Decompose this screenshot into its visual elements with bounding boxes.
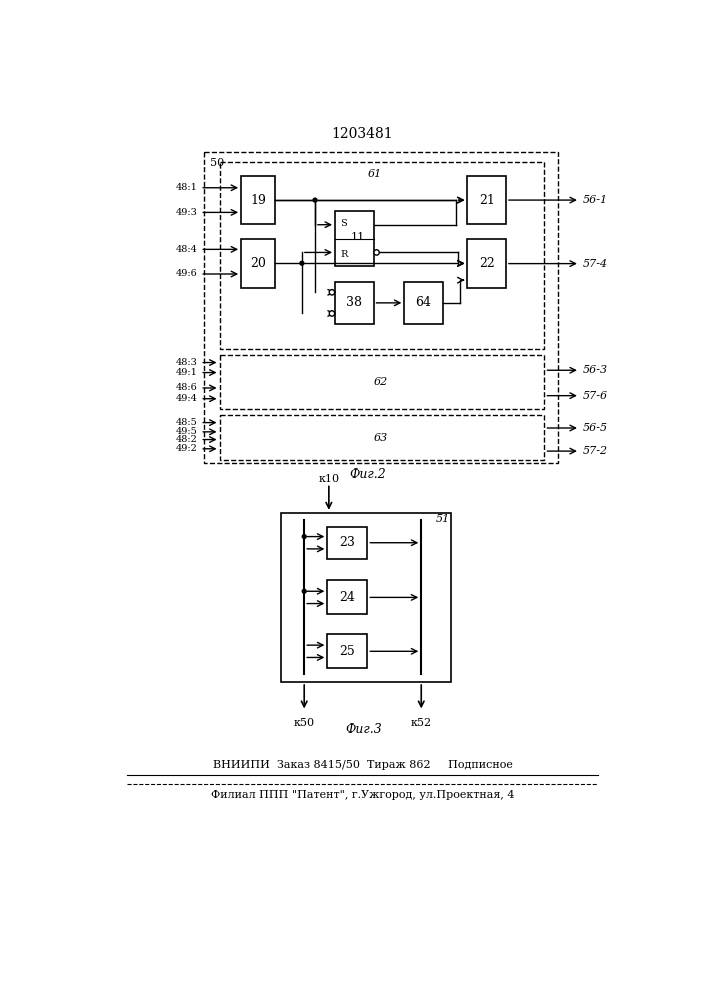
Text: 11: 11: [351, 232, 365, 242]
Text: 20: 20: [250, 257, 266, 270]
Text: ВНИИПИ  Заказ 8415/50  Тираж 862     Подписное: ВНИИПИ Заказ 8415/50 Тираж 862 Подписное: [213, 760, 513, 770]
Text: 49:1: 49:1: [176, 368, 198, 377]
Text: 48:6: 48:6: [176, 383, 198, 392]
Text: к52: к52: [411, 718, 432, 728]
Text: 19: 19: [250, 194, 266, 207]
Text: к50: к50: [293, 718, 315, 728]
Text: 57-6: 57-6: [583, 391, 608, 401]
Text: 64: 64: [416, 296, 431, 309]
Text: 49:4: 49:4: [176, 394, 198, 403]
Text: 56-5: 56-5: [583, 423, 608, 433]
Text: 48:4: 48:4: [176, 245, 198, 254]
Text: 51: 51: [436, 514, 450, 524]
Bar: [327, 527, 368, 559]
Circle shape: [303, 535, 306, 538]
Text: 24: 24: [339, 591, 355, 604]
Text: 38: 38: [346, 296, 362, 309]
Bar: [219, 415, 544, 460]
Bar: [281, 513, 450, 682]
Bar: [219, 162, 544, 349]
Text: Фиг.2: Фиг.2: [349, 468, 386, 481]
Text: 62: 62: [374, 377, 388, 387]
Text: Филиал ППП "Патент", г.Ужгород, ул.Проектная, 4: Филиал ППП "Патент", г.Ужгород, ул.Проек…: [211, 790, 515, 800]
Circle shape: [374, 250, 379, 255]
Bar: [219, 355, 544, 409]
Text: 22: 22: [479, 257, 495, 270]
Text: 57-2: 57-2: [583, 446, 608, 456]
Text: 49:3: 49:3: [176, 208, 198, 217]
Bar: [241, 176, 275, 224]
Text: 25: 25: [339, 645, 355, 658]
Bar: [241, 239, 275, 288]
Text: 49:5: 49:5: [176, 427, 198, 436]
Text: 57-4: 57-4: [583, 259, 608, 269]
Bar: [335, 211, 373, 266]
Text: 56-1: 56-1: [583, 195, 608, 205]
Bar: [327, 580, 368, 614]
Text: 21: 21: [479, 194, 495, 207]
Circle shape: [313, 198, 317, 202]
Text: 23: 23: [339, 536, 355, 549]
Text: к10: к10: [318, 474, 339, 484]
Text: 48:2: 48:2: [176, 435, 198, 444]
Text: 48:5: 48:5: [176, 418, 198, 427]
Bar: [467, 176, 506, 224]
Text: S: S: [340, 219, 347, 228]
Bar: [335, 282, 373, 324]
Circle shape: [329, 311, 334, 316]
Circle shape: [303, 589, 306, 593]
Text: 49:2: 49:2: [176, 444, 198, 453]
Circle shape: [300, 261, 304, 265]
Text: R: R: [340, 250, 348, 259]
Bar: [404, 282, 443, 324]
Text: 48:1: 48:1: [176, 183, 198, 192]
Text: 61: 61: [368, 169, 382, 179]
Text: 1203481: 1203481: [331, 127, 393, 141]
Text: 56-3: 56-3: [583, 365, 608, 375]
Text: 49:6: 49:6: [176, 269, 198, 278]
Text: 48:3: 48:3: [176, 358, 198, 367]
Bar: [327, 634, 368, 668]
Bar: [204, 152, 559, 463]
Text: 50: 50: [210, 158, 225, 168]
Text: Фиг.3: Фиг.3: [345, 723, 382, 736]
Bar: [467, 239, 506, 288]
Text: 63: 63: [374, 433, 388, 443]
Circle shape: [329, 290, 334, 295]
